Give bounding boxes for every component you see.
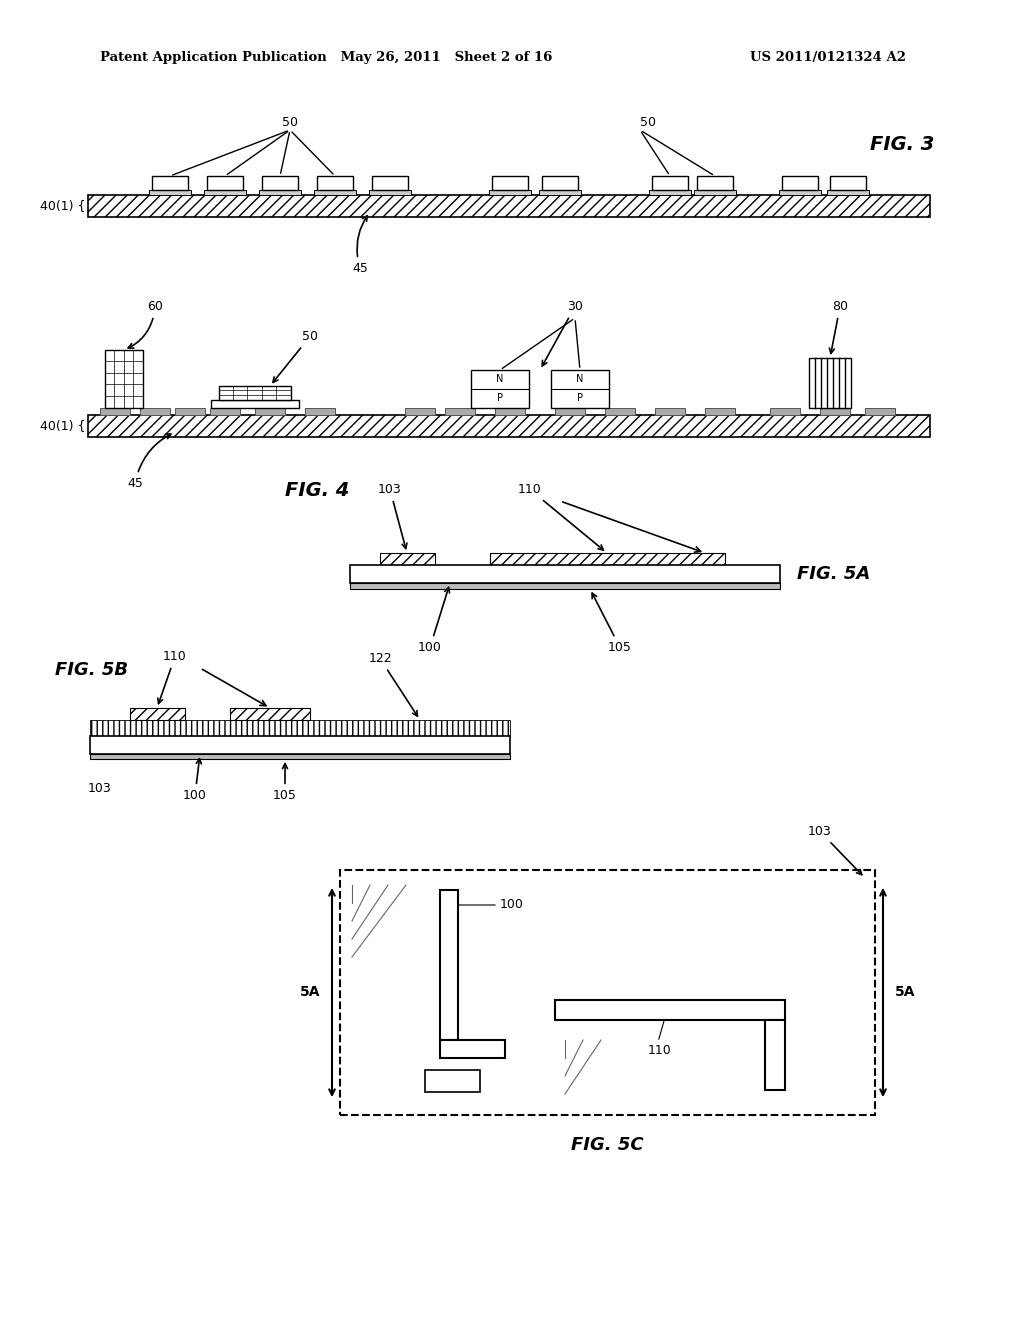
Bar	[865, 408, 895, 414]
Bar	[211, 400, 299, 408]
Bar	[105, 350, 143, 408]
Bar	[140, 408, 170, 414]
Bar	[827, 190, 869, 195]
Bar	[317, 176, 353, 190]
Text: 30: 30	[543, 300, 583, 366]
Text: 103: 103	[378, 483, 407, 549]
Bar	[350, 583, 780, 589]
Text: FIG. 4: FIG. 4	[285, 480, 349, 499]
Bar	[369, 190, 411, 195]
Text: 50: 50	[640, 116, 656, 128]
Bar	[100, 408, 130, 414]
Text: 80: 80	[829, 300, 848, 354]
Bar	[150, 190, 191, 195]
Bar	[830, 176, 866, 190]
Text: 100: 100	[418, 587, 450, 653]
Text: 100: 100	[183, 759, 207, 803]
Text: 110: 110	[158, 649, 186, 704]
Bar	[605, 408, 635, 414]
Bar	[88, 195, 930, 216]
Bar	[649, 190, 691, 195]
Bar	[770, 408, 800, 414]
Bar	[705, 408, 735, 414]
Bar	[255, 408, 285, 414]
Bar	[765, 1020, 785, 1090]
Bar	[314, 190, 356, 195]
Text: 45: 45	[352, 215, 368, 275]
Bar	[809, 358, 851, 408]
Bar	[305, 408, 335, 414]
Bar	[539, 190, 581, 195]
Text: 50: 50	[282, 116, 298, 128]
Bar	[262, 176, 298, 190]
Text: 103: 103	[808, 825, 862, 875]
Bar	[259, 190, 301, 195]
Text: 40(1) {: 40(1) {	[40, 199, 85, 213]
Bar	[471, 370, 529, 408]
Bar	[425, 1071, 480, 1092]
Bar	[380, 553, 435, 565]
Bar	[210, 408, 240, 414]
Bar	[440, 890, 458, 1040]
Text: 122: 122	[369, 652, 418, 717]
Bar	[406, 408, 435, 414]
Text: FIG. 5B: FIG. 5B	[55, 661, 128, 678]
Bar	[782, 176, 818, 190]
Bar	[694, 190, 736, 195]
Bar	[175, 408, 205, 414]
Text: 110: 110	[518, 483, 603, 550]
Text: P: P	[577, 393, 583, 403]
Bar	[555, 1001, 785, 1020]
Text: 110: 110	[648, 1044, 672, 1056]
Bar	[350, 565, 780, 583]
Text: 5A: 5A	[895, 985, 915, 999]
Text: FIG. 3: FIG. 3	[870, 136, 934, 154]
Bar	[492, 176, 528, 190]
Text: 40(1) {: 40(1) {	[40, 420, 85, 433]
Bar	[88, 414, 930, 437]
Bar	[207, 176, 243, 190]
Text: 110: 110	[440, 1074, 463, 1088]
Bar	[490, 553, 725, 565]
Text: 103: 103	[88, 783, 112, 796]
Text: US 2011/0121324 A2: US 2011/0121324 A2	[750, 51, 906, 65]
Text: P: P	[497, 393, 503, 403]
Bar	[90, 754, 510, 759]
Bar	[230, 708, 310, 719]
Bar	[655, 408, 685, 414]
Bar	[340, 870, 874, 1115]
Bar	[152, 176, 188, 190]
Bar	[697, 176, 733, 190]
Bar	[445, 408, 475, 414]
Bar	[820, 408, 850, 414]
Bar	[130, 708, 185, 719]
Text: 105: 105	[273, 764, 297, 803]
Text: FIG. 5C: FIG. 5C	[570, 1137, 643, 1154]
Text: N: N	[577, 374, 584, 384]
Bar	[204, 190, 246, 195]
Bar	[542, 176, 578, 190]
Text: 105: 105	[592, 593, 632, 653]
Text: 60: 60	[128, 300, 163, 348]
Bar	[779, 190, 821, 195]
Text: Patent Application Publication   May 26, 2011   Sheet 2 of 16: Patent Application Publication May 26, 2…	[100, 51, 552, 65]
Text: 5A: 5A	[299, 985, 319, 999]
Text: N: N	[497, 374, 504, 384]
Text: 100: 100	[500, 899, 524, 912]
Text: FIG. 5A: FIG. 5A	[797, 565, 870, 583]
Bar	[440, 1040, 505, 1059]
Bar	[90, 737, 510, 754]
Bar	[90, 719, 510, 737]
Bar	[652, 176, 688, 190]
Bar	[219, 385, 291, 400]
Text: 50: 50	[273, 330, 318, 383]
Bar	[495, 408, 525, 414]
Bar	[551, 370, 609, 408]
Text: 45: 45	[127, 434, 171, 490]
Bar	[372, 176, 408, 190]
Bar	[489, 190, 531, 195]
Bar	[555, 408, 585, 414]
